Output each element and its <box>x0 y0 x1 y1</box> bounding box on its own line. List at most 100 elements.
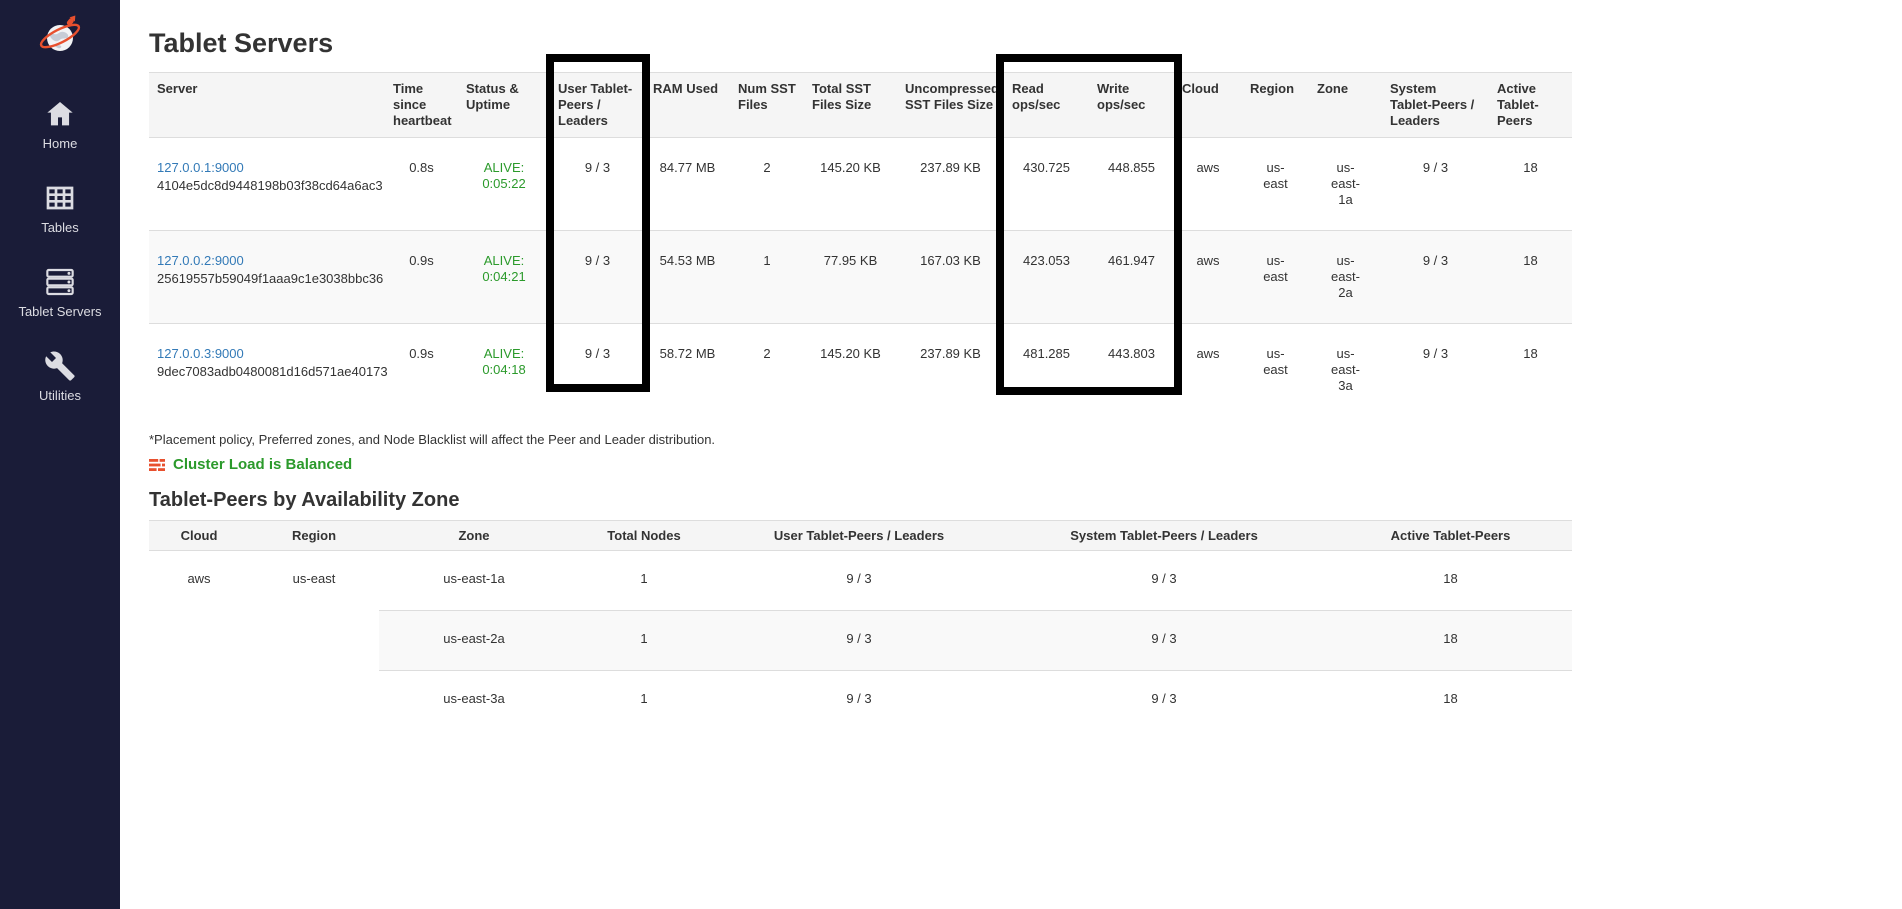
status-uptime: 0:04:21 <box>482 269 526 284</box>
read-ops-cell: 430.725 <box>1004 137 1089 231</box>
zones-header-row: Cloud Region Zone Total Nodes User Table… <box>149 520 1572 551</box>
col-header-active-tablet-peers: Active Tablet-Peers <box>1489 72 1572 138</box>
heartbeat-cell: 0.8s <box>385 137 458 231</box>
table-row: us-east-2a 1 9 / 3 9 / 3 18 <box>149 610 1572 671</box>
read-ops-cell: 423.053 <box>1004 230 1089 324</box>
sidebar-item-tables[interactable]: Tables <box>0 182 120 236</box>
col-header-write-ops: Write ops/sec <box>1089 72 1174 138</box>
sidebar: Home Tables Tablet Servers <box>0 0 120 909</box>
cluster-load-status: Cluster Load is Balanced <box>149 456 1902 473</box>
active-peers-cell: 18 <box>1489 323 1572 416</box>
status-uptime: 0:04:18 <box>482 362 526 377</box>
sidebar-item-label: Tablet Servers <box>18 304 102 319</box>
server-cell: 127.0.0.3:9000 9dec7083adb0480081d16d571… <box>149 323 388 416</box>
col-header-status-uptime: Status & Uptime <box>458 72 550 138</box>
uncompressed-sst-cell: 237.89 KB <box>897 137 1004 231</box>
col-header-system-tablet-peers: System Tablet-Peers / Leaders <box>999 520 1329 551</box>
col-header-active-tablet-peers: Active Tablet-Peers <box>1329 520 1572 551</box>
active-peers-cell: 18 <box>1489 137 1572 231</box>
col-header-user-tablet-peers: User Tablet-Peers / Leaders <box>719 520 999 551</box>
sidebar-nav: Home Tables Tablet Servers <box>0 98 120 404</box>
uncompressed-sst-cell: 237.89 KB <box>897 323 1004 416</box>
user-peers-cell: 9 / 3 <box>719 670 999 731</box>
col-header-region: Region <box>249 520 379 551</box>
cluster-load-text: Cluster Load is Balanced <box>173 456 353 473</box>
user-peers-cell: 9 / 3 <box>550 137 645 231</box>
server-link[interactable]: 127.0.0.1:9000 <box>157 160 244 175</box>
server-link[interactable]: 127.0.0.3:9000 <box>157 346 244 361</box>
col-header-system-tablet-peers: System Tablet-Peers / Leaders <box>1382 72 1489 138</box>
system-peers-cell: 9 / 3 <box>999 610 1329 671</box>
user-peers-cell: 9 / 3 <box>550 323 645 416</box>
yugabyte-logo <box>36 12 84 60</box>
col-header-server: Server <box>149 72 385 138</box>
total-sst-cell: 77.95 KB <box>804 230 897 324</box>
col-header-read-ops: Read ops/sec <box>1004 72 1089 138</box>
zone-cell: us-east-1a <box>1309 137 1382 231</box>
total-nodes-cell: 1 <box>569 610 719 671</box>
system-peers-cell: 9 / 3 <box>999 670 1329 731</box>
section-title-zones: Tablet-Peers by Availability Zone <box>149 489 460 511</box>
status-alive: ALIVE: <box>483 346 525 361</box>
server-cell: 127.0.0.2:9000 25619557b59049f1aaa9c1e30… <box>149 230 385 324</box>
sidebar-item-label: Tables <box>41 220 79 235</box>
col-header-total-nodes: Total Nodes <box>569 520 719 551</box>
total-sst-cell: 145.20 KB <box>804 323 897 416</box>
num-sst-cell: 2 <box>730 323 804 416</box>
status-alive: ALIVE: <box>483 160 525 175</box>
active-peers-cell: 18 <box>1329 670 1572 731</box>
user-peers-cell: 9 / 3 <box>550 230 645 324</box>
col-header-cloud: Cloud <box>149 520 249 551</box>
page-title: Tablet Servers <box>149 28 334 58</box>
load-balancer-icon <box>149 458 165 471</box>
user-peers-cell: 9 / 3 <box>719 550 999 611</box>
active-peers-cell: 18 <box>1329 610 1572 671</box>
sidebar-item-tablet-servers[interactable]: Tablet Servers <box>0 266 120 320</box>
server-uuid: 4104e5dc8d9448198b03f38cd64a6ac3 <box>157 178 383 193</box>
region-cell: us-east <box>1242 323 1309 416</box>
tablet-servers-table: Server Time since heartbeat Status & Upt… <box>149 72 1572 416</box>
system-peers-cell: 9 / 3 <box>1382 323 1489 416</box>
ram-cell: 84.77 MB <box>645 137 730 231</box>
table-row: 127.0.0.3:9000 9dec7083adb0480081d16d571… <box>149 323 1572 416</box>
tables-icon <box>46 186 74 210</box>
sidebar-item-home[interactable]: Home <box>0 98 120 152</box>
server-uuid: 25619557b59049f1aaa9c1e3038bbc36 <box>157 271 384 286</box>
total-nodes-cell: 1 <box>569 550 719 611</box>
cloud-cell: aws <box>1174 323 1242 416</box>
col-header-region: Region <box>1242 72 1309 138</box>
write-ops-cell: 448.855 <box>1089 137 1174 231</box>
write-ops-cell: 443.803 <box>1089 323 1174 416</box>
cloud-cell: aws <box>1174 230 1242 324</box>
server-link[interactable]: 127.0.0.2:9000 <box>157 253 244 268</box>
col-header-num-sst-files: Num SST Files <box>730 72 804 138</box>
table-row: 127.0.0.1:9000 4104e5dc8d9448198b03f38cd… <box>149 137 1572 231</box>
sidebar-item-label: Home <box>42 136 78 151</box>
col-header-zone: Zone <box>379 520 569 551</box>
servers-header-row: Server Time since heartbeat Status & Upt… <box>149 72 1572 138</box>
region-cell: us-east <box>249 550 379 731</box>
region-cell: us-east <box>1242 230 1309 324</box>
num-sst-cell: 2 <box>730 137 804 231</box>
table-row: us-east-3a 1 9 / 3 9 / 3 18 <box>149 670 1572 731</box>
col-header-ram-used: RAM Used <box>645 72 730 138</box>
ram-cell: 58.72 MB <box>645 323 730 416</box>
home-icon <box>47 102 73 126</box>
num-sst-cell: 1 <box>730 230 804 324</box>
col-header-heartbeat: Time since heartbeat <box>385 72 458 138</box>
sidebar-item-label: Utilities <box>39 388 81 403</box>
table-row: 127.0.0.2:9000 25619557b59049f1aaa9c1e30… <box>149 230 1572 324</box>
zones-table: Cloud Region Zone Total Nodes User Table… <box>149 520 1572 731</box>
server-uuid: 9dec7083adb0480081d16d571ae40173 <box>157 364 388 379</box>
yugabyte-logo-icon <box>39 15 81 51</box>
total-sst-cell: 145.20 KB <box>804 137 897 231</box>
utilities-icon <box>45 351 75 381</box>
cloud-cell: aws <box>1174 137 1242 231</box>
zone-cell: us-east-2a <box>379 610 569 671</box>
main-content: Tablet Servers Server Time since heartbe… <box>120 0 1902 909</box>
sidebar-item-utilities[interactable]: Utilities <box>0 350 120 404</box>
placement-footnote: *Placement policy, Preferred zones, and … <box>149 432 716 447</box>
status-cell: ALIVE: 0:04:21 <box>458 230 550 324</box>
ram-cell: 54.53 MB <box>645 230 730 324</box>
status-alive: ALIVE: <box>483 253 525 268</box>
